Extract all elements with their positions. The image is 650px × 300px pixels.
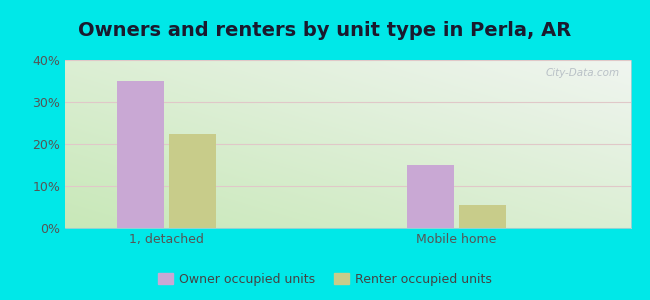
Bar	[407, 165, 454, 228]
Bar	[170, 134, 216, 228]
Bar	[117, 81, 164, 228]
Bar	[460, 205, 506, 228]
Text: City-Data.com: City-Data.com	[545, 68, 619, 78]
Legend: Owner occupied units, Renter occupied units: Owner occupied units, Renter occupied un…	[153, 268, 497, 291]
Text: Owners and renters by unit type in Perla, AR: Owners and renters by unit type in Perla…	[79, 21, 571, 40]
